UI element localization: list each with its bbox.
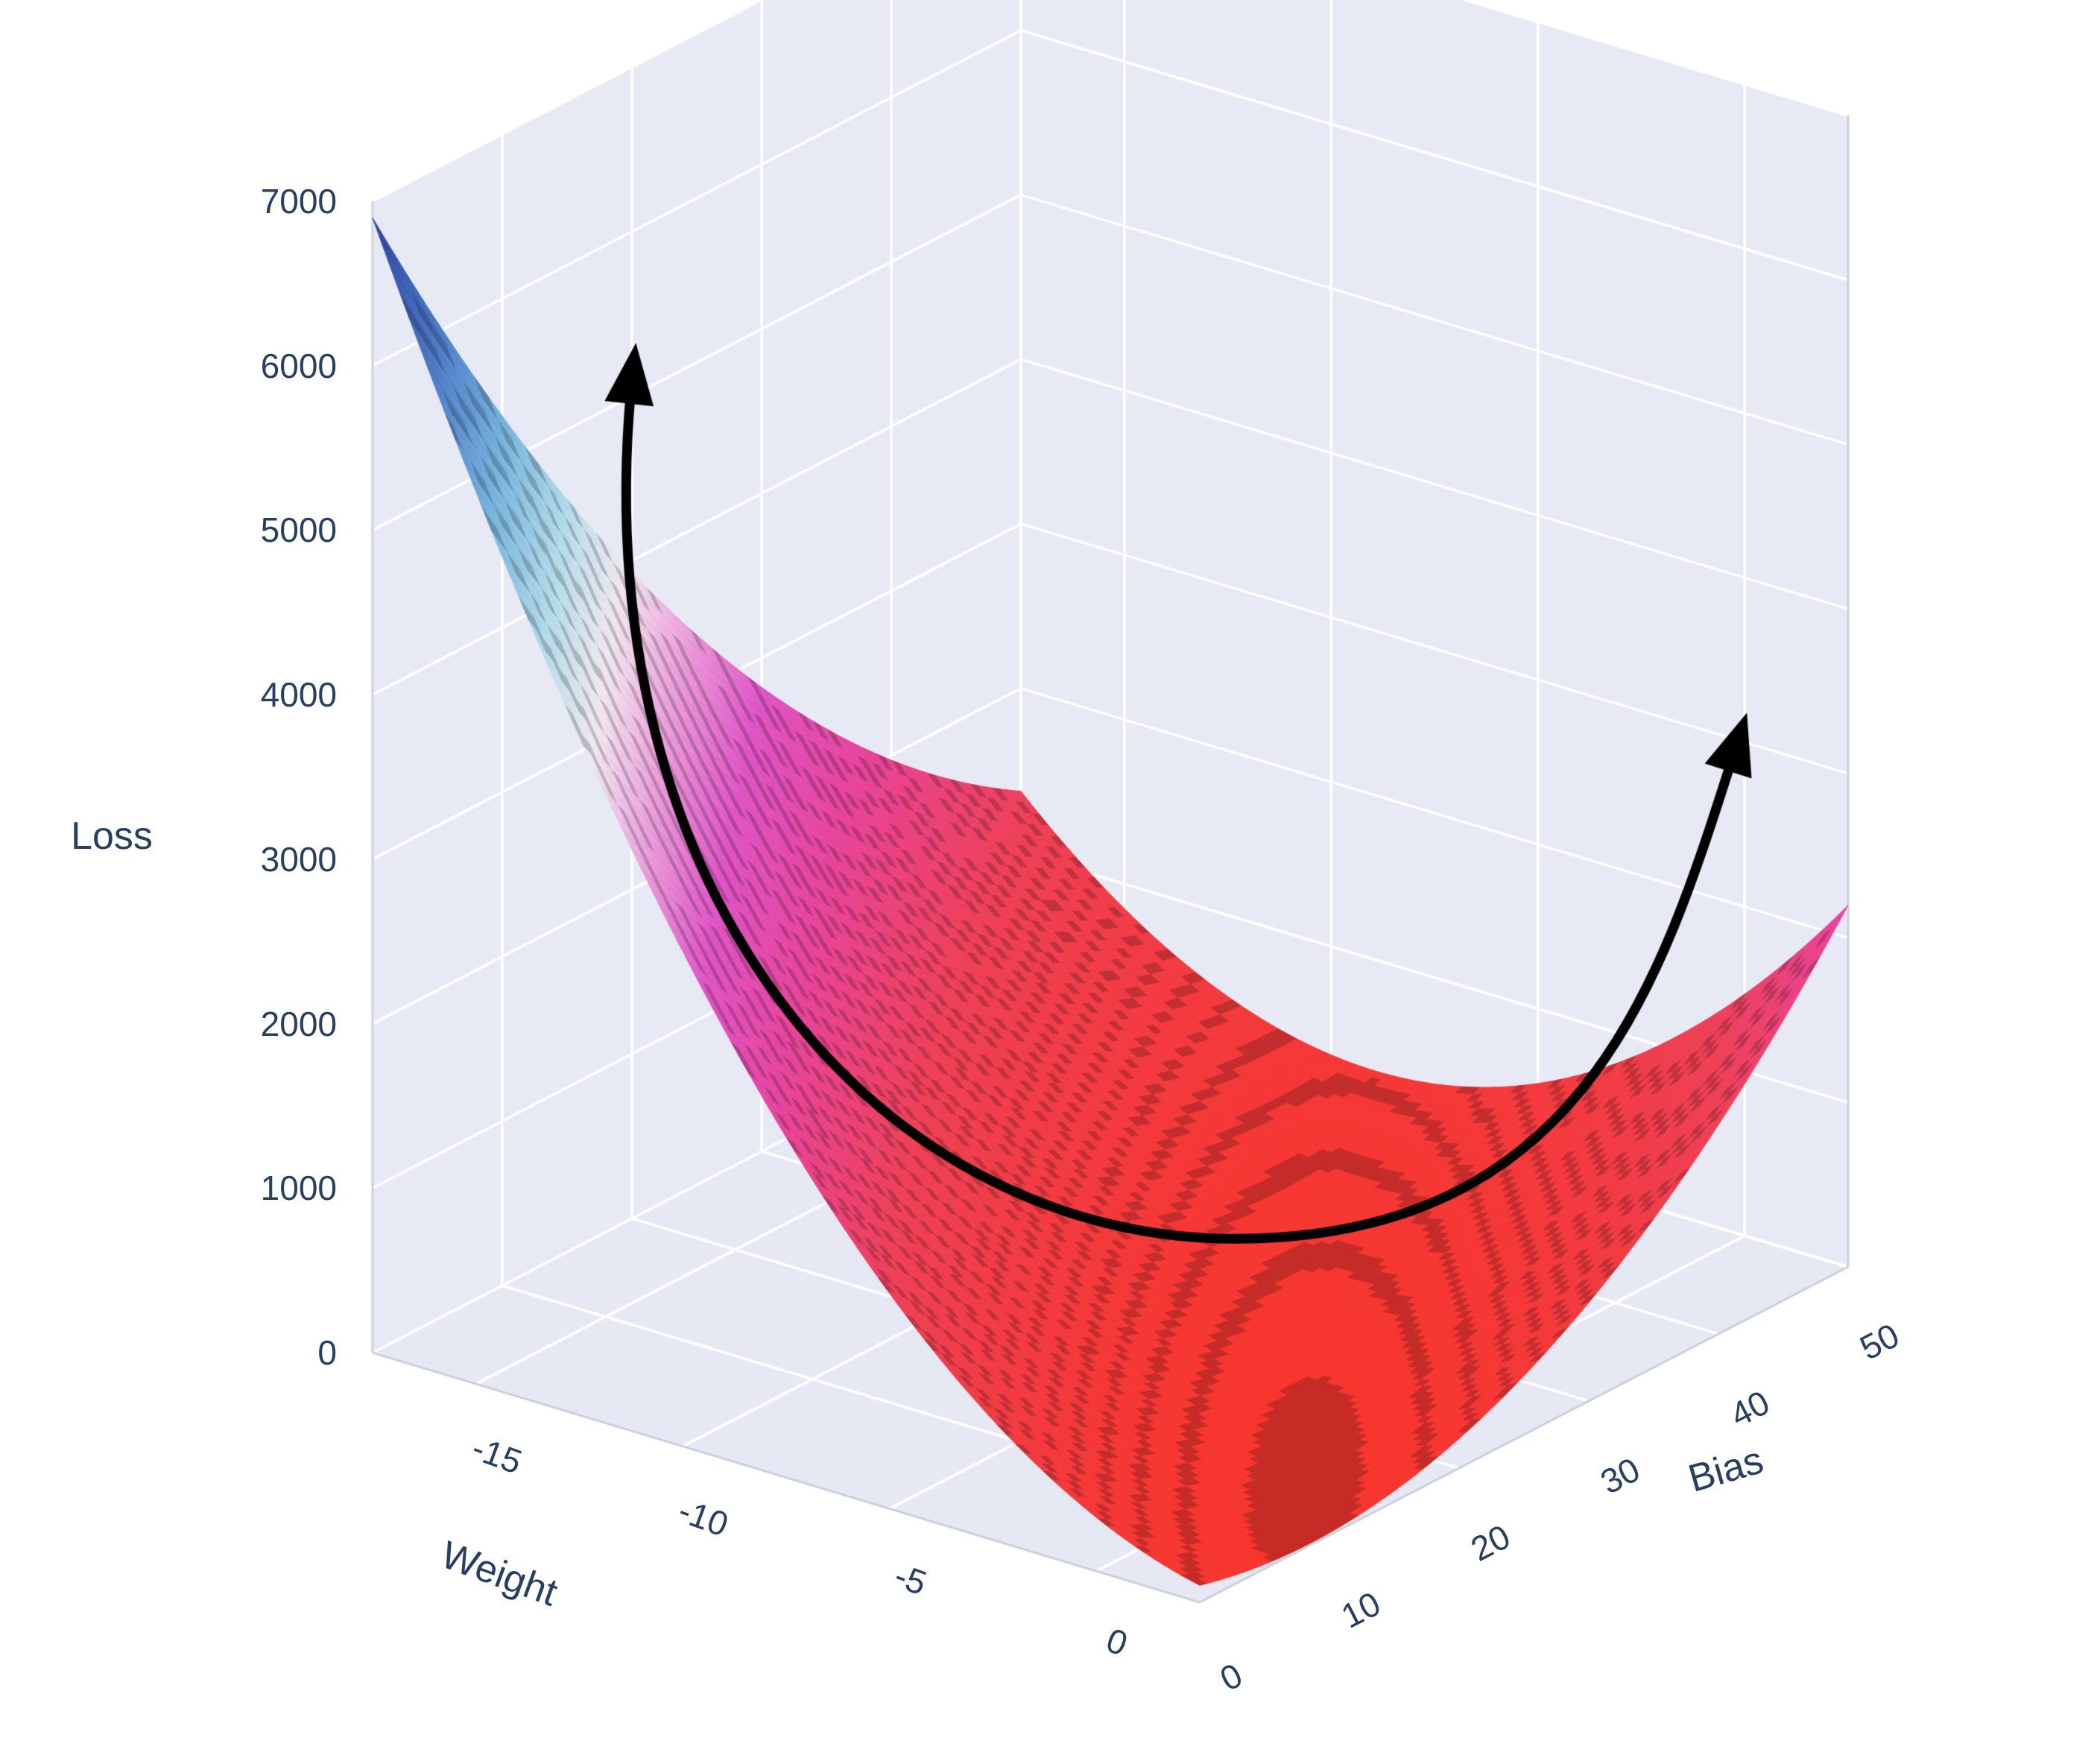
loss-surface-figure: { "page": { "background": "#ffffff" }, "… — [0, 0, 2097, 1764]
loss-surface-canvas — [0, 0, 2097, 1764]
